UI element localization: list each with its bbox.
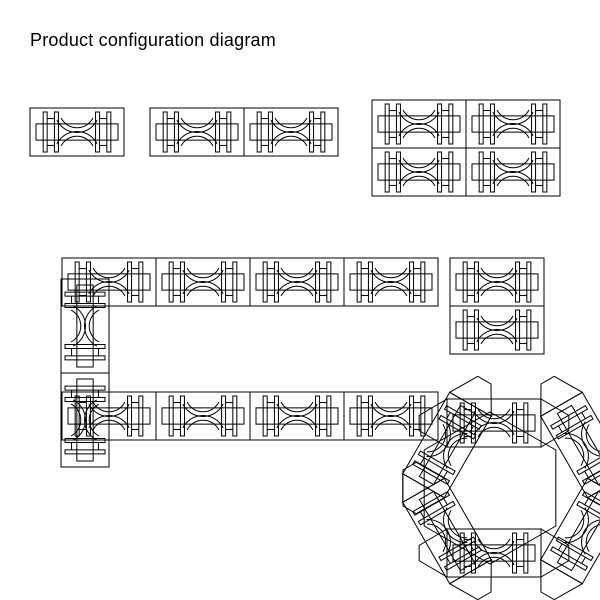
table-module — [30, 108, 124, 156]
group-single — [30, 108, 124, 156]
diagram-svg — [0, 0, 600, 600]
table-module — [344, 392, 438, 440]
group-pair-1x2 — [150, 108, 338, 156]
table-module — [450, 306, 544, 354]
table-module — [527, 454, 600, 600]
table-module — [372, 100, 466, 148]
diagram-canvas: Product configuration diagram — [0, 0, 600, 600]
table-module — [250, 258, 344, 306]
table-module — [466, 148, 560, 196]
table-module — [61, 279, 109, 373]
group-u-shape — [61, 258, 438, 467]
table-module — [466, 100, 560, 148]
table-module — [450, 258, 544, 306]
table-module — [372, 148, 466, 196]
table-module — [156, 258, 250, 306]
group-block-2x2 — [372, 100, 560, 196]
table-module — [344, 258, 438, 306]
table-module — [156, 392, 250, 440]
table-module — [389, 368, 505, 522]
table-module — [244, 108, 338, 156]
table-module — [150, 108, 244, 156]
table-module — [250, 392, 344, 440]
group-mid-right-2x1 — [450, 258, 544, 354]
